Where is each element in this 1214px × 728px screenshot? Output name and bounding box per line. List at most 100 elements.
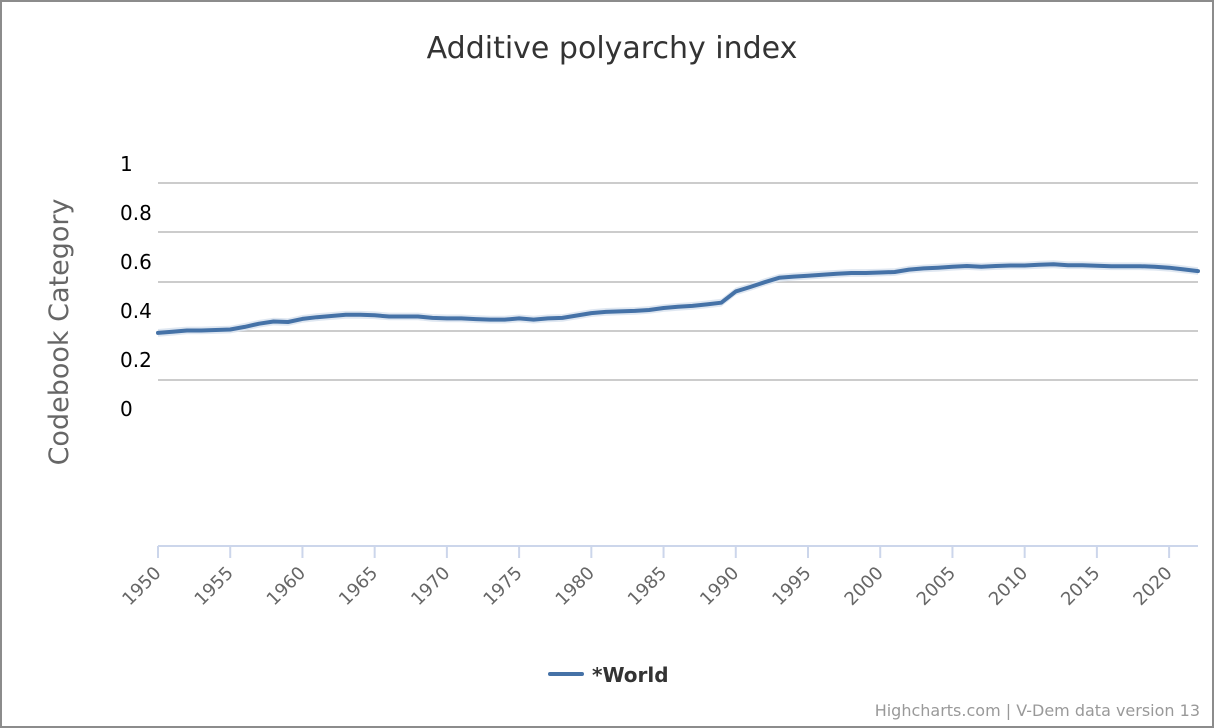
x-tick-label: 1980: [552, 563, 599, 610]
data-point[interactable]: [718, 300, 724, 306]
data-point[interactable]: [921, 265, 927, 271]
legend-label-world[interactable]: *World: [592, 663, 669, 687]
data-point[interactable]: [762, 279, 768, 285]
y-tick-label: 0.6: [120, 250, 152, 274]
data-point[interactable]: [1137, 263, 1143, 269]
data-point[interactable]: [444, 315, 450, 321]
data-point[interactable]: [747, 284, 753, 290]
data-point[interactable]: [776, 275, 782, 281]
x-tick-label: 2020: [1129, 563, 1176, 610]
data-point[interactable]: [993, 263, 999, 269]
data-point[interactable]: [1079, 262, 1085, 268]
y-axis-ticks: 1 0.8 0.6 0.4 0.2 0: [120, 152, 152, 421]
data-point[interactable]: [242, 324, 248, 330]
data-point[interactable]: [632, 308, 638, 314]
data-point[interactable]: [892, 269, 898, 275]
data-point[interactable]: [906, 267, 912, 273]
data-point[interactable]: [964, 263, 970, 269]
data-point[interactable]: [1022, 263, 1028, 269]
data-point[interactable]: [848, 270, 854, 276]
y-tick-label: 0: [120, 397, 133, 421]
x-tick-label: 1970: [407, 563, 454, 610]
data-point[interactable]: [1065, 262, 1071, 268]
data-point[interactable]: [487, 317, 493, 323]
confidence-band-layer: [158, 260, 1198, 337]
data-point[interactable]: [213, 327, 219, 333]
data-point[interactable]: [184, 328, 190, 334]
data-point[interactable]: [531, 317, 537, 323]
data-point[interactable]: [357, 312, 363, 318]
data-point[interactable]: [588, 310, 594, 316]
data-point[interactable]: [733, 288, 739, 294]
x-tick-label: 2015: [1057, 563, 1104, 610]
data-point[interactable]: [155, 330, 161, 336]
data-point[interactable]: [415, 314, 421, 320]
y-tick-label: 0.8: [120, 201, 152, 225]
data-point[interactable]: [1051, 261, 1057, 267]
data-point[interactable]: [314, 314, 320, 320]
data-point[interactable]: [675, 304, 681, 310]
series-world-line[interactable]: [156, 262, 1200, 335]
data-point[interactable]: [1181, 266, 1187, 272]
data-point[interactable]: [473, 316, 479, 322]
series-layer[interactable]: [155, 261, 1201, 336]
data-point[interactable]: [559, 315, 565, 321]
data-point[interactable]: [877, 270, 883, 276]
y-tick-label: 1: [120, 152, 133, 176]
x-tick-label: 2010: [985, 563, 1032, 610]
data-point[interactable]: [1108, 263, 1114, 269]
data-point[interactable]: [328, 313, 334, 319]
data-point[interactable]: [617, 308, 623, 314]
data-point[interactable]: [863, 270, 869, 276]
x-tick-label: 1975: [479, 563, 526, 610]
data-point[interactable]: [603, 309, 609, 315]
data-point[interactable]: [1036, 262, 1042, 268]
data-point[interactable]: [271, 319, 277, 325]
data-point[interactable]: [791, 274, 797, 280]
data-point[interactable]: [819, 272, 825, 278]
data-point[interactable]: [978, 264, 984, 270]
data-point[interactable]: [1166, 265, 1172, 271]
data-point[interactable]: [372, 312, 378, 318]
data-point[interactable]: [949, 264, 955, 270]
data-point[interactable]: [227, 327, 233, 333]
data-point[interactable]: [1152, 264, 1158, 270]
data-point[interactable]: [516, 315, 522, 321]
y-axis-label: Codebook Category: [44, 199, 75, 466]
y-tick-label: 0.4: [120, 299, 152, 323]
data-point[interactable]: [1123, 263, 1129, 269]
data-point[interactable]: [401, 314, 407, 320]
data-point[interactable]: [545, 315, 551, 321]
credits-text[interactable]: Highcharts.com | V-Dem data version 13: [875, 701, 1200, 720]
data-point[interactable]: [805, 273, 811, 279]
x-tick-label: 1950: [118, 563, 165, 610]
data-point[interactable]: [646, 307, 652, 313]
data-point[interactable]: [343, 312, 349, 318]
data-point[interactable]: [1094, 263, 1100, 269]
x-tick-label: 1955: [191, 563, 238, 610]
data-point[interactable]: [834, 271, 840, 277]
data-point[interactable]: [935, 265, 941, 271]
x-tick-label: 1960: [263, 563, 310, 610]
legend[interactable]: *World: [548, 663, 669, 687]
data-point[interactable]: [661, 305, 667, 311]
data-point[interactable]: [458, 315, 464, 321]
data-point[interactable]: [299, 316, 305, 322]
data-point[interactable]: [574, 313, 580, 319]
data-point[interactable]: [386, 314, 392, 320]
data-point[interactable]: [285, 319, 291, 325]
x-tick-label: 1995: [768, 563, 815, 610]
data-point[interactable]: [429, 315, 435, 321]
data-point[interactable]: [689, 303, 695, 309]
data-point[interactable]: [502, 317, 508, 323]
grid-lines: [158, 182, 1198, 381]
data-point[interactable]: [169, 329, 175, 335]
chart-title: Additive polyarchy index: [427, 31, 798, 66]
data-point[interactable]: [198, 328, 204, 334]
data-point[interactable]: [704, 301, 710, 307]
data-point[interactable]: [1195, 268, 1201, 274]
data-point[interactable]: [256, 321, 262, 327]
data-point[interactable]: [1007, 263, 1013, 269]
